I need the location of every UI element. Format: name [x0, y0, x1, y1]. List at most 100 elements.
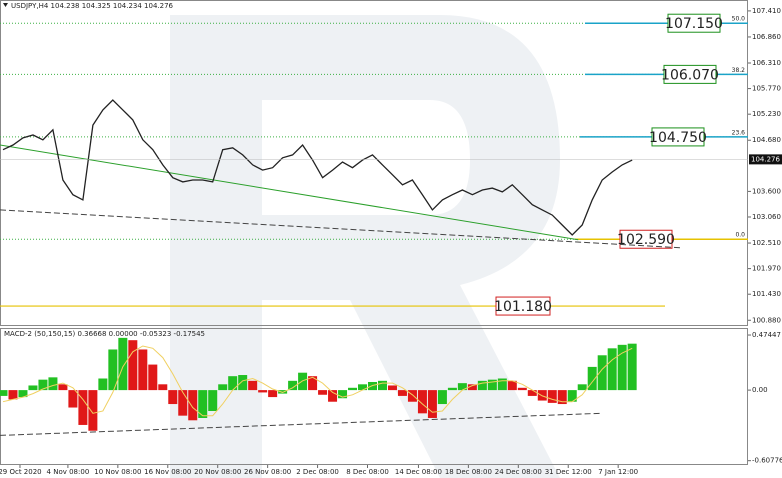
histogram-bar [228, 376, 238, 391]
fib-ratio: 50.0 [732, 16, 746, 23]
histogram-bar [417, 390, 427, 414]
histogram-bar [258, 390, 268, 393]
macd-title: MACD-2 (50,150,15) 0.36668 0.00000 -0.05… [4, 330, 205, 338]
histogram-bar [198, 390, 208, 418]
price-line [2, 99, 633, 236]
y-tick-label: 105.230 [752, 110, 781, 118]
histogram-bar [368, 381, 378, 391]
histogram-bar [547, 390, 557, 403]
histogram-bar [517, 387, 527, 391]
level-label: 107.150 [665, 16, 723, 32]
trend-line [0, 144, 579, 241]
x-tick-label: 16 Nov 08:00 [144, 468, 191, 476]
histogram-bar [18, 390, 28, 398]
histogram-bar [178, 390, 188, 416]
histogram-bar [88, 390, 98, 431]
histogram-bar [108, 349, 118, 391]
signal-line [2, 345, 633, 417]
x-tick-label: 26 Nov 08:00 [244, 468, 291, 476]
x-tick-label: 18 Dec 08:00 [445, 468, 492, 476]
histogram-bar [567, 390, 577, 402]
trend-line [0, 209, 681, 249]
histogram-bar [607, 348, 617, 391]
histogram-bar [168, 390, 178, 405]
price-title: USDJPY,H4 104.238 104.325 104.234 104.27… [11, 2, 174, 10]
last-price-label: 104.276 [751, 155, 780, 163]
y-tick-label: 0.47447 [752, 331, 781, 339]
histogram-bar [397, 390, 407, 396]
histogram-bar [68, 390, 78, 408]
x-tick-label: 20 Nov 08:00 [194, 468, 241, 476]
fib-ratio: 0.0 [735, 232, 745, 239]
histogram-bar [497, 378, 507, 391]
histogram-bar [218, 384, 228, 391]
histogram-bar [557, 390, 567, 405]
x-tick-label: 24 Dec 08:00 [495, 468, 542, 476]
y-tick-label: 106.310 [752, 59, 781, 67]
level-label: 106.070 [661, 67, 719, 83]
histogram-bar [118, 337, 128, 391]
y-tick-label: 105.770 [752, 85, 781, 93]
level-box [663, 64, 717, 84]
histogram-bar [507, 380, 517, 391]
histogram-bar [577, 384, 587, 391]
histogram-bar [407, 390, 417, 402]
y-tick-label: 101.970 [752, 265, 781, 273]
x-tick-label: 4 Nov 08:00 [47, 468, 90, 476]
fib-ratio: 23.6 [732, 129, 746, 136]
histogram-bar [158, 384, 168, 391]
price-panel [0, 0, 748, 326]
trend-line [0, 412, 601, 436]
histogram-bar [627, 343, 637, 391]
y-tick-label: 107.410 [752, 7, 781, 15]
x-tick-label: 14 Dec 08:00 [395, 468, 442, 476]
macd-panel [0, 328, 748, 465]
y-tick-label: 101.430 [752, 290, 781, 298]
histogram-bar [377, 380, 387, 391]
histogram-bar [248, 380, 258, 391]
histogram-bar [387, 385, 397, 391]
histogram-bar [208, 390, 218, 412]
y-tick-label: 103.060 [752, 213, 781, 221]
histogram-bar [78, 390, 88, 425]
x-tick-label: 29 Oct 2020 [0, 468, 42, 476]
support-box [495, 296, 551, 316]
fib-ratio: 38.2 [732, 67, 746, 74]
histogram-bar [328, 390, 338, 402]
dropdown-icon [3, 3, 8, 7]
histogram-bar [38, 379, 48, 391]
histogram-bar [587, 366, 597, 391]
histogram-bar [0, 390, 8, 396]
histogram-bar [308, 376, 318, 391]
histogram-bar [477, 380, 487, 391]
x-tick-label: 7 Jan 12:00 [598, 468, 638, 476]
histogram-bar [467, 384, 477, 391]
y-tick-label: 102.510 [752, 239, 781, 247]
histogram-bar [48, 377, 58, 391]
level-box [651, 127, 705, 147]
histogram-bar [527, 390, 537, 396]
support-label: 101.180 [494, 299, 552, 315]
histogram-bar [597, 355, 607, 391]
level-box [619, 229, 673, 249]
histogram-bar [268, 390, 278, 398]
histogram-bar [427, 390, 437, 418]
histogram-bar [348, 387, 358, 391]
x-tick-label: 8 Dec 08:00 [346, 468, 389, 476]
histogram-bar [98, 378, 108, 391]
y-tick-label: 104.680 [752, 136, 781, 144]
histogram-bar [8, 390, 18, 400]
y-tick-label: 103.600 [752, 187, 781, 195]
histogram-bar [148, 364, 158, 391]
histogram-bar [617, 344, 627, 391]
histogram-bar [437, 390, 447, 405]
level-label: 102.590 [617, 232, 675, 248]
histogram-bar [338, 390, 348, 399]
histogram-bar [238, 375, 248, 391]
level-box [667, 13, 721, 33]
histogram-bar [358, 384, 368, 391]
last-price-box [749, 154, 782, 165]
histogram-bar [128, 340, 138, 391]
